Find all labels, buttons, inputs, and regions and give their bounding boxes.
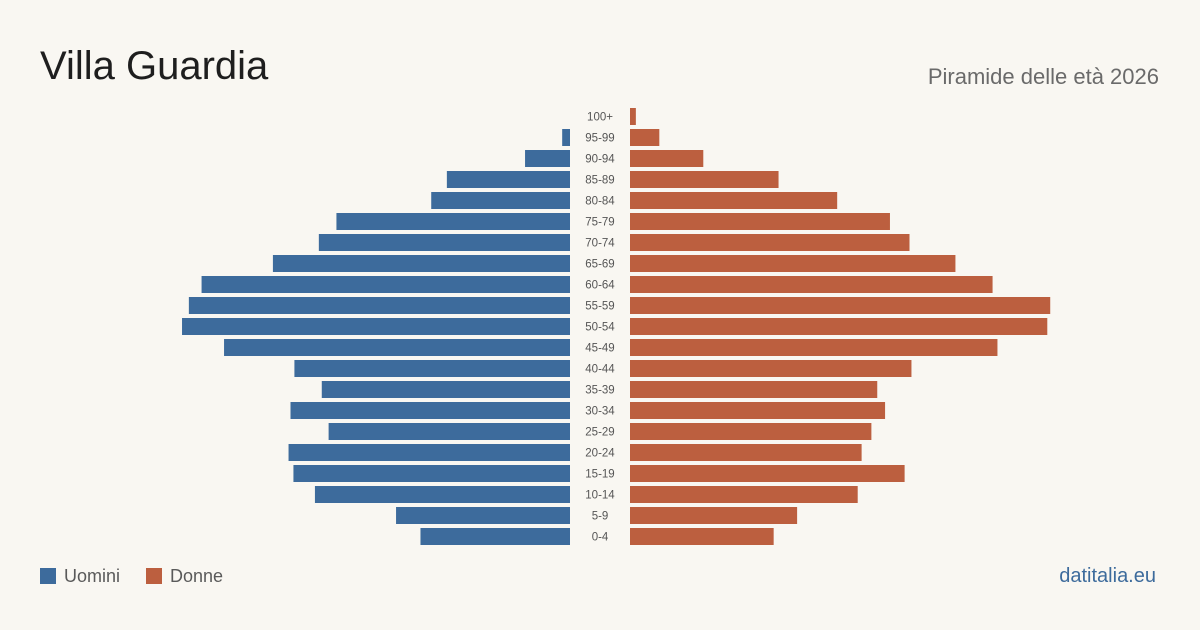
legend-swatch-women: [146, 568, 163, 584]
bar-men-75-79: [336, 213, 570, 230]
age-label-35-39: 35-39: [585, 385, 614, 397]
legend-item-men: Uomini: [40, 564, 120, 588]
age-label-95-99: 95-99: [585, 133, 614, 145]
bar-men-65-69: [272, 255, 570, 272]
bar-men-20-24: [288, 444, 570, 461]
age-label-90-94: 90-94: [585, 154, 615, 166]
age-label-15-19: 15-19: [585, 469, 614, 481]
age-label-100plus: 100+: [587, 112, 613, 124]
bar-women-55-59: [630, 297, 1051, 314]
bar-men-5-9: [396, 507, 570, 524]
bar-men-55-59: [188, 297, 570, 314]
age-label-45-49: 45-49: [585, 343, 614, 355]
bar-women-80-84: [630, 192, 838, 209]
bar-men-0-4: [420, 528, 570, 545]
age-label-80-84: 80-84: [585, 196, 615, 208]
age-label-75-79: 75-79: [585, 217, 614, 229]
age-label-65-69: 65-69: [585, 259, 614, 271]
bar-women-50-54: [630, 318, 1048, 335]
age-label-55-59: 55-59: [585, 301, 614, 313]
bar-women-5-9: [630, 507, 798, 524]
bar-women-0-4: [630, 528, 774, 545]
age-label-40-44: 40-44: [585, 364, 615, 376]
bar-women-65-69: [630, 255, 956, 272]
bar-men-15-19: [293, 465, 570, 482]
bar-women-25-29: [630, 423, 872, 440]
bar-women-85-89: [630, 171, 779, 188]
age-label-20-24: 20-24: [585, 448, 615, 460]
bar-women-10-14: [630, 486, 858, 503]
bar-women-35-39: [630, 381, 878, 398]
bar-women-15-19: [630, 465, 905, 482]
bar-women-100plus: [630, 108, 636, 125]
bar-men-35-39: [321, 381, 570, 398]
legend-label-women: Donne: [170, 566, 224, 586]
bar-women-90-94: [630, 150, 704, 167]
bar-men-85-89: [446, 171, 570, 188]
legend-label-men: Uomini: [64, 566, 121, 586]
bar-men-45-49: [224, 339, 570, 356]
age-label-70-74: 70-74: [585, 238, 615, 250]
bar-women-20-24: [630, 444, 862, 461]
age-label-50-54: 50-54: [585, 322, 615, 334]
legend-swatch-men: [40, 568, 56, 584]
age-label-10-14: 10-14: [585, 490, 615, 502]
bar-men-30-34: [290, 402, 570, 419]
bar-men-70-74: [318, 234, 570, 251]
bar-men-10-14: [314, 486, 570, 503]
bar-women-75-79: [630, 213, 890, 230]
bar-women-95-99: [630, 129, 660, 146]
age-label-30-34: 30-34: [585, 406, 615, 418]
age-label-85-89: 85-89: [585, 175, 614, 187]
bar-women-45-49: [630, 339, 998, 356]
legend: Uomini Donne: [40, 564, 223, 588]
age-label-0-4: 0-4: [592, 532, 609, 544]
bar-men-50-54: [182, 318, 571, 335]
age-label-5-9: 5-9: [592, 511, 609, 523]
bar-men-95-99: [562, 129, 570, 146]
bar-women-30-34: [630, 402, 886, 419]
age-label-60-64: 60-64: [585, 280, 615, 292]
bar-women-40-44: [630, 360, 912, 377]
page-title: Villa Guardia: [40, 44, 269, 88]
legend-item-women: Donne: [146, 564, 223, 588]
source-link[interactable]: datitalia.eu: [1059, 565, 1156, 587]
bar-women-60-64: [630, 276, 993, 293]
bar-men-40-44: [294, 360, 570, 377]
bar-men-90-94: [525, 150, 570, 167]
bar-men-25-29: [328, 423, 570, 440]
bar-men-60-64: [201, 276, 570, 293]
age-label-25-29: 25-29: [585, 427, 614, 439]
bar-women-70-74: [630, 234, 910, 251]
bar-men-80-84: [431, 192, 570, 209]
chart-subtitle: Piramide delle età 2026: [927, 64, 1159, 89]
